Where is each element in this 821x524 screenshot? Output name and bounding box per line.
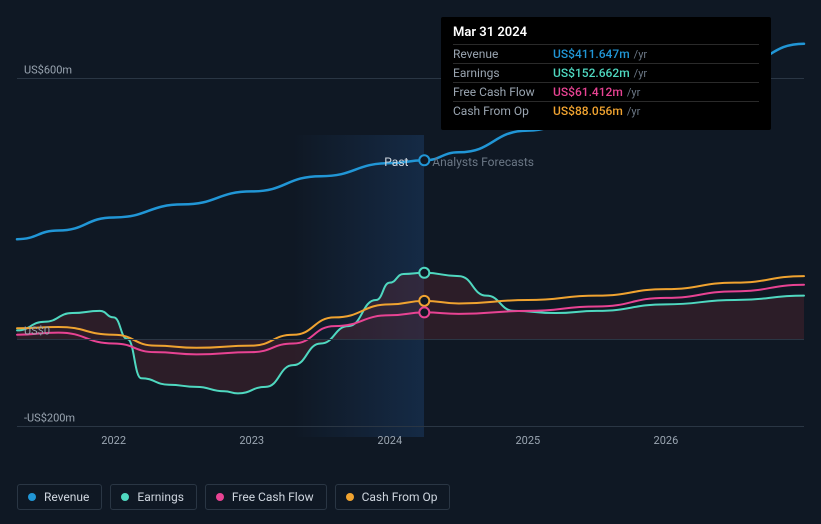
tooltip-row-value: US$61.412m xyxy=(553,85,623,99)
tooltip-row-unit: /yr xyxy=(627,105,640,118)
tooltip: Mar 31 2024 RevenueUS$411.647m/yrEarning… xyxy=(441,17,771,130)
legend-item-cash-from-op[interactable]: Cash From Op xyxy=(335,484,451,510)
tooltip-row-label: Revenue xyxy=(453,47,553,61)
legend-dot xyxy=(216,493,224,501)
legend-label: Free Cash Flow xyxy=(232,490,314,504)
tooltip-row-unit: /yr xyxy=(634,67,647,80)
y-axis-label: US$0 xyxy=(24,325,50,338)
series-fill-earnings xyxy=(17,273,804,394)
marker-fcf xyxy=(419,307,429,317)
legend-item-revenue[interactable]: Revenue xyxy=(17,484,102,510)
marker-revenue xyxy=(419,155,429,165)
tooltip-row-unit: /yr xyxy=(627,86,640,99)
tooltip-row: Free Cash FlowUS$61.412m/yr xyxy=(453,82,759,101)
tooltip-title: Mar 31 2024 xyxy=(453,25,759,40)
tooltip-row-label: Earnings xyxy=(453,66,553,80)
legend-item-free-cash-flow[interactable]: Free Cash Flow xyxy=(205,484,327,510)
tooltip-row: Cash From OpUS$88.056m/yr xyxy=(453,101,759,120)
legend: Revenue Earnings Free Cash Flow Cash From O… xyxy=(17,484,450,510)
x-axis-label: 2022 xyxy=(101,434,126,447)
tooltip-row: RevenueUS$411.647m/yr xyxy=(453,44,759,63)
x-axis-label: 2025 xyxy=(515,434,540,447)
tooltip-row: EarningsUS$152.662m/yr xyxy=(453,63,759,82)
legend-dot xyxy=(121,493,129,501)
tooltip-row-label: Cash From Op xyxy=(453,104,553,118)
tooltip-rows: RevenueUS$411.647m/yrEarningsUS$152.662m… xyxy=(453,44,759,120)
y-axis-label: US$600m xyxy=(24,64,72,77)
forecast-label: Analysts Forecasts xyxy=(432,155,534,169)
tooltip-row-value: US$88.056m xyxy=(553,104,623,118)
tooltip-row-value: US$411.647m xyxy=(553,47,630,61)
y-axis-label: -US$200m xyxy=(24,412,75,425)
legend-item-earnings[interactable]: Earnings xyxy=(110,484,197,510)
legend-label: Earnings xyxy=(137,490,184,504)
gridline-y xyxy=(17,339,804,340)
x-axis-label: 2024 xyxy=(377,434,402,447)
past-label: Past xyxy=(384,155,408,169)
legend-dot xyxy=(28,493,36,501)
tooltip-row-unit: /yr xyxy=(634,48,647,61)
marker-cfo xyxy=(419,296,429,306)
gridline-y xyxy=(17,426,804,427)
legend-dot xyxy=(346,493,354,501)
tooltip-row-label: Free Cash Flow xyxy=(453,85,553,99)
tooltip-row-value: US$152.662m xyxy=(553,66,630,80)
x-axis-label: 2026 xyxy=(654,434,679,447)
marker-earnings xyxy=(419,268,429,278)
x-axis-label: 2023 xyxy=(239,434,264,447)
legend-label: Revenue xyxy=(44,490,89,504)
legend-label: Cash From Op xyxy=(362,490,438,504)
